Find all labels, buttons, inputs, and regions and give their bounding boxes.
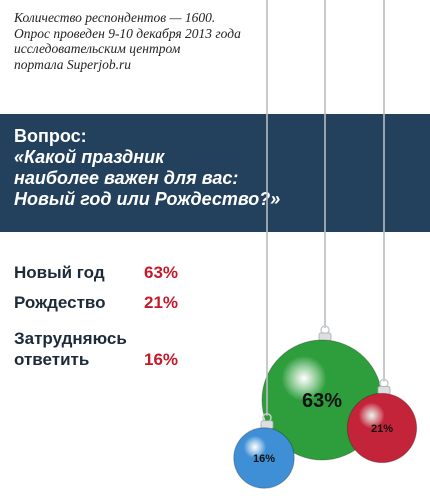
question-line: наиболее важен для вас: [14,168,239,188]
ornament-undecided: 16% [233,0,295,489]
ornament-value-label: 21% [371,423,393,435]
note-line: Опрос проведен 9-10 декабря 2013 года [14,25,241,41]
question-banner [0,114,430,232]
ornament-new-year: 63% [261,0,383,461]
ornament-ball [346,392,418,464]
question-label: Вопрос: [14,126,87,146]
answer-row-undecided: Затрудняюсь ответить 16% [14,328,178,370]
ornament-value-label: 16% [253,453,275,465]
question-text: Вопрос: «Какой праздник наиболее важен д… [14,126,334,210]
question-line: Новый год или Рождество?» [14,189,281,209]
answer-value: 16% [144,350,179,369]
answer-label: Новый год [14,263,105,282]
answer-label: Рождество [14,293,106,312]
answer-label: Затрудняюсь [14,329,127,348]
note-line: портала Superjob.ru [14,56,132,72]
answer-row-new-year: Новый год 63% [14,262,178,283]
ornament-ball [233,427,295,489]
question-line: «Какой праздник [14,147,165,167]
note-line: Количество респондентов — 1600. [14,10,216,25]
answer-label: ответить [14,350,90,369]
answer-row-christmas: Рождество 21% [14,292,178,313]
note-line: исследовательским центром [14,41,181,56]
survey-note: Количество респондентов — 1600. Опрос пр… [14,10,294,72]
answer-value: 21% [144,293,179,312]
answer-value: 63% [144,263,179,282]
ornament-value-label: 63% [302,390,342,412]
ornament-christmas: 21% [346,0,418,464]
